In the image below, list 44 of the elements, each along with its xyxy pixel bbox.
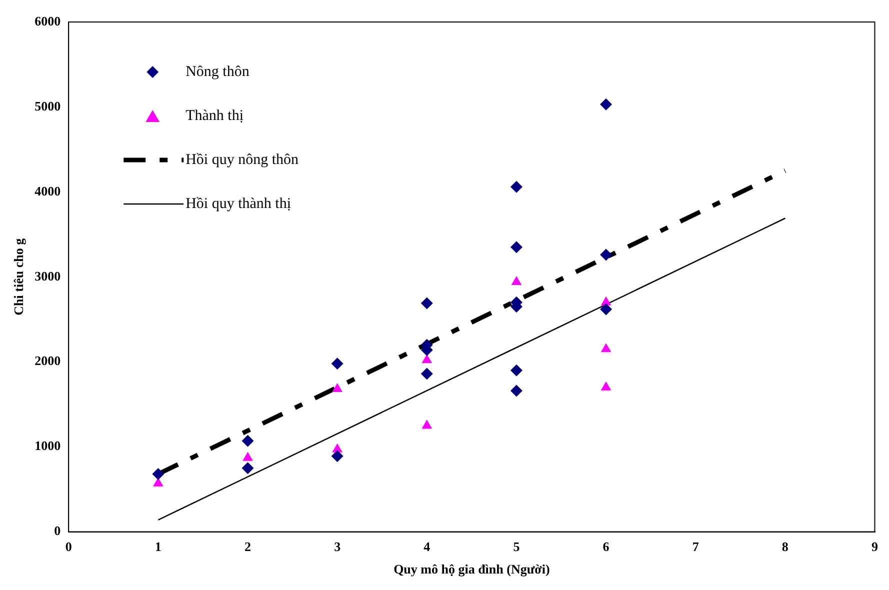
x-axis-title: Quy mô hộ gia đình (Người) xyxy=(394,562,550,577)
y-tick-label: 5000 xyxy=(34,98,61,114)
y-tick-label: 0 xyxy=(54,523,61,538)
point xyxy=(600,381,612,390)
point xyxy=(242,434,254,447)
x-tick-label: 7 xyxy=(692,538,700,554)
point xyxy=(600,248,612,261)
point xyxy=(422,354,432,364)
x-tick-label: 0 xyxy=(65,538,72,554)
legend-label: Hồi quy thành thị xyxy=(186,196,292,212)
point xyxy=(420,297,433,310)
x-tick-label: 2 xyxy=(244,538,251,554)
x-tick-label: 5 xyxy=(513,538,520,554)
x-tick-label: 8 xyxy=(782,538,789,554)
y-tick-label: 4000 xyxy=(34,183,61,198)
point xyxy=(510,384,522,397)
point xyxy=(331,358,344,370)
y-tick-label: 2000 xyxy=(34,353,61,368)
point xyxy=(600,303,612,316)
point xyxy=(331,450,344,462)
point xyxy=(510,241,522,254)
point xyxy=(511,276,522,285)
point xyxy=(152,468,164,480)
y-tick-label: 6000 xyxy=(34,13,61,28)
x-tick-label: 6 xyxy=(602,538,610,554)
point xyxy=(242,452,253,461)
y-axis-title: Chi tiêu cho g xyxy=(11,238,26,316)
point xyxy=(332,383,343,392)
x-tick-label: 1 xyxy=(154,538,162,554)
x-tick-label: 3 xyxy=(334,538,342,554)
point xyxy=(510,364,522,376)
legend-label: Thành thị xyxy=(186,108,244,124)
y-tick-label: 1000 xyxy=(34,438,61,454)
x-tick-label: 9 xyxy=(872,538,878,554)
x-tick-label: 4 xyxy=(424,538,431,554)
point xyxy=(510,180,522,193)
legend-label: Hồi quy nông thôn xyxy=(186,152,300,168)
point xyxy=(422,420,432,429)
legend-label: Nông thôn xyxy=(186,64,250,80)
point xyxy=(420,368,433,380)
point xyxy=(600,343,612,352)
point xyxy=(600,98,612,110)
point xyxy=(242,462,254,474)
y-tick-label: 3000 xyxy=(34,268,61,284)
